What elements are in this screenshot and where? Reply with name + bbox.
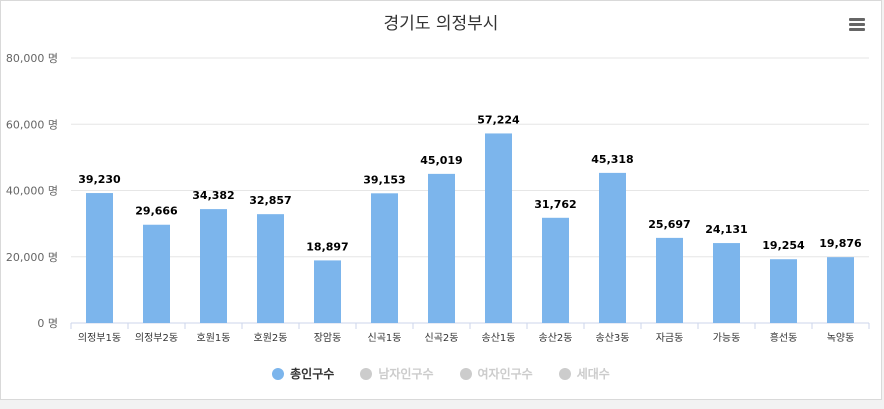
bar[interactable] xyxy=(656,237,683,323)
bar[interactable] xyxy=(143,224,170,323)
data-label: 25,697 xyxy=(648,218,690,231)
x-tick-label: 송산3동 xyxy=(596,332,630,344)
legend-item[interactable]: 총인구수 xyxy=(272,365,334,382)
data-label: 34,382 xyxy=(192,189,234,202)
bar[interactable] xyxy=(770,259,797,323)
legend-dot-icon xyxy=(360,367,373,380)
bar[interactable] xyxy=(428,173,455,323)
data-label: 45,318 xyxy=(591,153,633,166)
data-label: 18,897 xyxy=(306,240,348,253)
x-tick-label: 신곡1동 xyxy=(368,332,402,344)
x-tick-label: 송산2동 xyxy=(539,332,573,344)
bar[interactable] xyxy=(827,257,854,323)
x-tick-label: 흥선동 xyxy=(770,331,798,344)
x-tick-label: 의정부1동 xyxy=(78,332,121,344)
data-label: 19,254 xyxy=(762,239,805,252)
data-label: 24,131 xyxy=(705,223,747,236)
x-tick-label: 장암동 xyxy=(314,332,342,344)
data-label: 31,762 xyxy=(534,198,576,211)
bar[interactable] xyxy=(485,133,512,323)
chart-card: 경기도 의정부시 0 명 20,000 명 40,000 명 60,000 명 80,0… xyxy=(0,0,882,400)
legend-label: 총인구수 xyxy=(290,367,335,381)
x-tick-label: 호원2동 xyxy=(254,332,288,344)
bar[interactable] xyxy=(314,260,341,323)
bar[interactable] xyxy=(257,214,284,323)
bar-chart: 0 명 20,000 명 40,000 명 60,000 명 80,000 명 39,23… xyxy=(6,52,870,344)
x-tick-label: 녹양동 xyxy=(827,332,855,344)
data-label: 57,224 xyxy=(477,113,520,126)
data-label: 39,230 xyxy=(78,173,121,186)
y-tick-label: 20,000 명 xyxy=(6,251,58,264)
x-tick-label: 의정부2동 xyxy=(135,332,178,344)
legend-dot-icon xyxy=(459,367,472,380)
bar[interactable] xyxy=(200,209,227,323)
bar[interactable] xyxy=(371,193,398,323)
legend-item[interactable]: 남자인구수 xyxy=(360,365,434,382)
chart-title: 경기도 의정부시 xyxy=(383,14,499,34)
data-label: 32,857 xyxy=(249,194,291,207)
bar[interactable] xyxy=(542,217,569,323)
y-tick-label: 60,000 명 xyxy=(6,118,58,131)
y-tick-label: 80,000 명 xyxy=(6,52,58,65)
x-tick-label: 가능동 xyxy=(713,332,741,344)
bar[interactable] xyxy=(599,172,626,323)
x-tick-label: 신곡2동 xyxy=(425,332,459,344)
y-tick-label: 40,000 명 xyxy=(6,185,58,198)
hamburger-menu-icon[interactable] xyxy=(849,18,865,32)
legend-dot-icon xyxy=(558,367,571,380)
bar[interactable] xyxy=(86,193,113,323)
x-tick-label: 호원1동 xyxy=(197,332,231,344)
x-tick-label: 송산1동 xyxy=(482,332,516,344)
data-label: 29,666 xyxy=(135,205,178,218)
data-label: 39,153 xyxy=(363,173,405,186)
y-tick-label: 0 명 xyxy=(37,317,58,330)
legend-dot-icon xyxy=(272,367,285,380)
bar[interactable] xyxy=(713,243,740,323)
legend-label: 여자인구수 xyxy=(477,367,533,381)
data-label: 19,876 xyxy=(819,237,862,250)
chart-legend: 총인구수 남자인구수 여자인구수 세대수 xyxy=(1,365,881,382)
legend-label: 남자인구수 xyxy=(378,367,434,381)
legend-item[interactable]: 세대수 xyxy=(558,365,610,382)
legend-item[interactable]: 여자인구수 xyxy=(459,365,533,382)
x-tick-label: 자금동 xyxy=(656,332,684,344)
data-label: 45,019 xyxy=(420,154,462,167)
legend-label: 세대수 xyxy=(576,367,610,381)
